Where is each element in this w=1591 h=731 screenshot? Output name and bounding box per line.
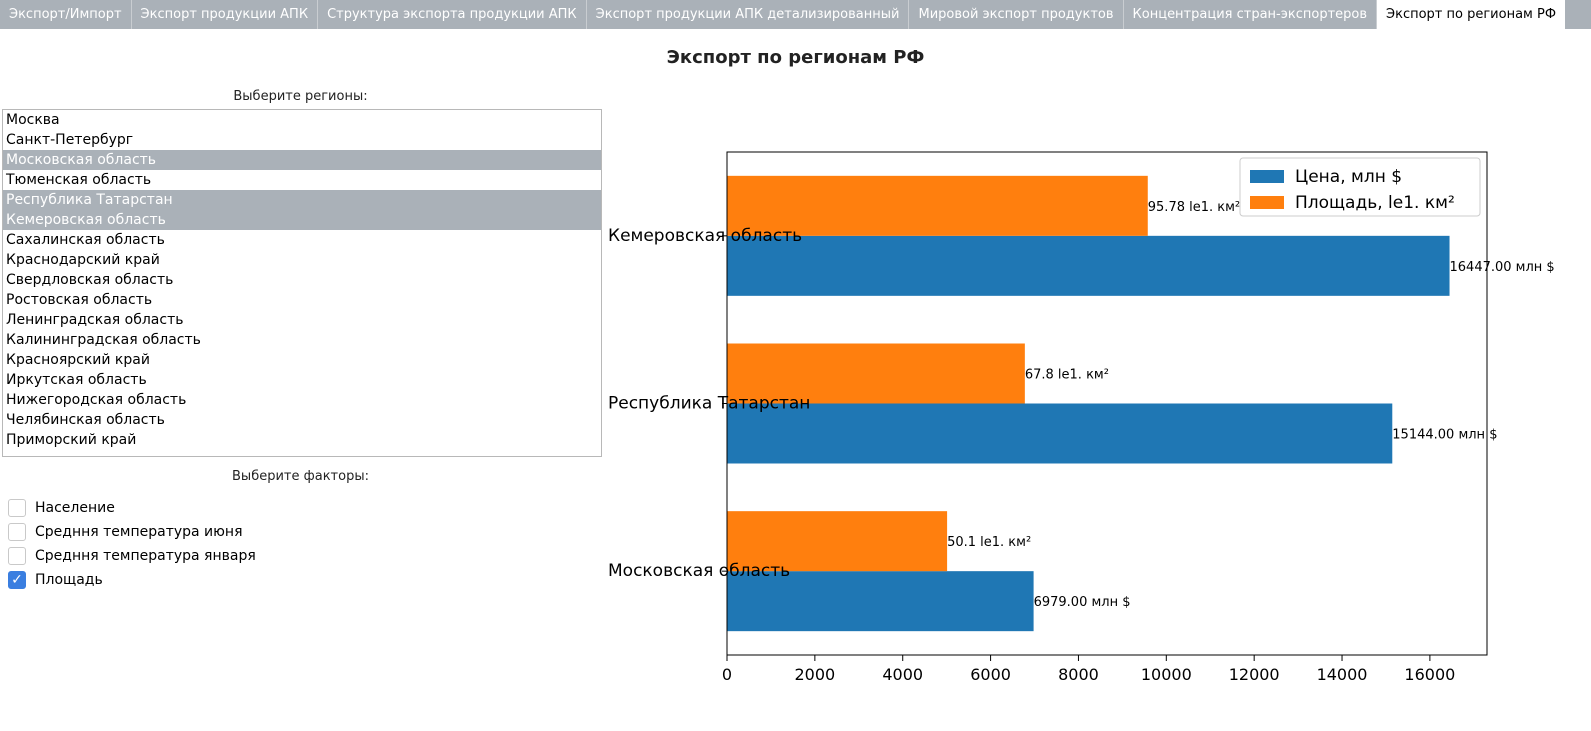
legend-label: Цена, млн $ [1295,167,1402,187]
category-label: Республика Татарстан [608,394,810,414]
data-label: 67.8 le1. км² [1025,368,1109,383]
bar-area [727,511,948,572]
legend-swatch [1250,170,1284,183]
x-tick-label: 4000 [882,665,923,684]
factor-checkbox-row[interactable]: Население [8,496,256,520]
data-label: 50.1 le1. км² [947,535,1031,550]
factor-label: Средння температура июня [35,524,243,540]
factor-checkbox-row[interactable]: Средння температура января [8,544,256,568]
plot-frame [726,151,1488,656]
region-list-item[interactable]: Иркутская область [6,372,147,388]
data-label: 15144.00 млн $ [1392,428,1497,443]
checkbox-icon[interactable] [8,523,26,541]
x-tick-label: 16000 [1404,665,1455,684]
tab-bar: Экспорт/Импорт Экспорт продукции АПК Струк… [0,0,1591,29]
factor-checkbox-row[interactable]: ✓ Площадь [8,568,256,592]
regions-listbox[interactable]: Москва Санкт-Петербург Московская область Т… [2,109,602,457]
tab-7[interactable]: Экспорт по регионам РФ [1377,0,1566,29]
factor-label: Средння температура января [35,548,256,564]
checkbox-checked-icon[interactable]: ✓ [8,571,26,589]
region-list-item[interactable]: Ростовская область [6,292,153,308]
region-list-item[interactable]: Тюменская область [6,172,152,188]
factor-label: Площадь [35,572,103,588]
x-tick-label: 10000 [1141,665,1192,684]
x-tick-label: 14000 [1317,665,1368,684]
x-tick-label: 0 [722,665,732,684]
factors-label: Выберите факторы: [232,469,369,484]
region-list-item[interactable]: Приморский край [6,432,137,448]
regions-label: Выберите регионы: [233,89,368,104]
region-list-item[interactable]: Санкт-Петербург [6,132,134,148]
tab-3[interactable]: Структура экспорта продукции АПК [318,0,587,29]
tab-6[interactable]: Концентрация стран-экспортеров [1124,0,1378,29]
x-tick-label: 2000 [795,665,836,684]
tab-5[interactable]: Мировой экспорт продуктов [909,0,1124,29]
bar-price [727,403,1393,464]
legend-box [1239,157,1481,217]
region-list-item[interactable]: Свердловская область [6,272,174,288]
region-list-item[interactable]: Краснодарский край [6,252,160,268]
tab-4[interactable]: Экспорт продукции АПК детализированный [587,0,910,29]
category-label: Кемеровская область [608,226,802,246]
category-label: Московская область [608,561,790,581]
region-list-item[interactable]: Челябинская область [6,412,165,428]
region-list-item[interactable]: Кемеровская область [3,210,601,230]
region-list-item[interactable]: Красноярский край [6,352,150,368]
bar-area [727,175,1148,236]
data-label: 95.78 le1. км² [1148,200,1240,215]
factors-group: Население Средння температура июня Средння… [8,496,256,592]
factor-label: Население [35,500,115,516]
x-tick-label: 6000 [970,665,1011,684]
region-list-item[interactable]: Калининградская область [6,332,201,348]
legend-label: Площадь, le1. км² [1295,193,1455,213]
x-tick-label: 8000 [1058,665,1099,684]
bar-area [727,343,1025,404]
checkbox-icon[interactable] [8,547,26,565]
region-list-item[interactable]: Ленинградская область [6,312,184,328]
region-list-item[interactable]: Республика Татарстан [3,190,601,210]
factor-checkbox-row[interactable]: Средння температура июня [8,520,256,544]
region-list-item[interactable]: Сахалинская область [6,232,165,248]
tab-1[interactable]: Экспорт/Импорт [0,0,132,29]
x-tick-label: 12000 [1229,665,1280,684]
region-list-item[interactable]: Нижегородская область [6,392,187,408]
data-label: 6979.00 млн $ [1034,595,1131,610]
page-title: Экспорт по регионам РФ [666,47,925,68]
legend-swatch [1250,196,1284,209]
export-chart: 6979.00 млн $ 50.1 le1. км² Московская обл… [608,151,1555,684]
region-list-item[interactable]: Москва [6,112,60,128]
data-label: 16447.00 млн $ [1450,260,1555,275]
checkbox-icon[interactable] [8,499,26,517]
bar-price [727,235,1450,296]
tab-2[interactable]: Экспорт продукции АПК [132,0,319,29]
region-list-item[interactable]: Московская область [3,150,601,170]
bar-price [727,571,1034,632]
